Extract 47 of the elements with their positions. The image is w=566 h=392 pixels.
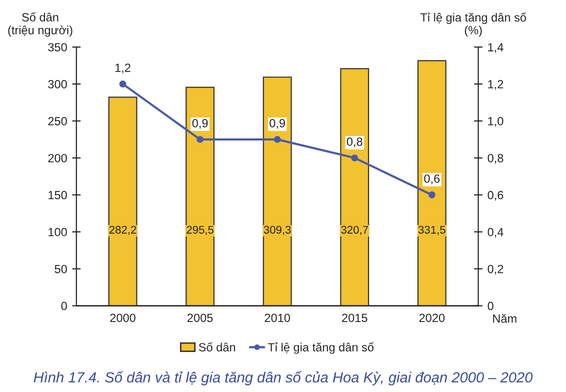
- data-label: 0,9: [270, 119, 285, 129]
- point: [196, 136, 204, 143]
- y2-tick-label: 0,2: [488, 264, 504, 275]
- x-tick-label: 2010: [264, 314, 290, 322]
- y2-tick-label: 0,4: [488, 228, 504, 238]
- point: [428, 191, 436, 198]
- legend-label: Tỉ lệ gia tăng dân số: [268, 342, 374, 354]
- y2-tick-label: 1,0: [488, 116, 504, 127]
- point: [274, 136, 281, 143]
- data-label: 309,3: [264, 226, 291, 236]
- y-tick-label: 50: [54, 264, 67, 274]
- bar: [108, 96, 138, 306]
- y2-tick-label: 1,4: [488, 43, 504, 53]
- y-tick-label: 100: [48, 228, 67, 236]
- data-label: 295,5: [186, 226, 214, 236]
- data-label: 320,7: [341, 226, 368, 236]
- y-tick-label: 250: [48, 116, 67, 126]
- y2-tick-label: 1,2: [488, 80, 504, 90]
- point: [351, 154, 358, 162]
- data-label: 331,5: [418, 226, 446, 236]
- y2-tick-label: 0: [488, 302, 494, 310]
- x-axis-title: Năm: [493, 314, 516, 323]
- data-label: 1,2: [115, 64, 130, 74]
- bar: [340, 68, 370, 306]
- y-axis-title: Số dân (triệu người): [8, 12, 72, 37]
- y-tick-label: 200: [48, 154, 67, 162]
- y2-axis-title: Tỉ lệ gia tăng dân số (%): [420, 12, 526, 37]
- x-tick-label: 2005: [188, 314, 213, 322]
- x-tick-label: 2020: [419, 314, 445, 322]
- legend-label: Số dân: [198, 342, 236, 352]
- x-tick-label: 2000: [110, 314, 136, 322]
- bar: [262, 76, 292, 306]
- data-label: 282,2: [109, 226, 136, 236]
- x-tick-label: 2015: [342, 314, 368, 322]
- y-tick-label: 350: [48, 43, 67, 52]
- bar: [186, 86, 215, 306]
- data-label: 0,8: [346, 138, 362, 148]
- y-tick-label: 0: [61, 302, 67, 310]
- y-tick-label: 300: [48, 80, 67, 88]
- data-label: 0,9: [192, 119, 208, 129]
- data-label: 0,6: [424, 174, 440, 184]
- text: Hình 17.4. Số dân và tỉ lệ gia tăng dân số của Hoa Kỳ, giai đoạn 2000 – 2020: [34, 371, 533, 386]
- bar: [417, 60, 446, 306]
- y2-tick-label: 0,6: [488, 190, 504, 201]
- y-tick-label: 150: [48, 190, 67, 200]
- point: [119, 80, 126, 88]
- y2-tick-label: 0,8: [488, 154, 504, 164]
